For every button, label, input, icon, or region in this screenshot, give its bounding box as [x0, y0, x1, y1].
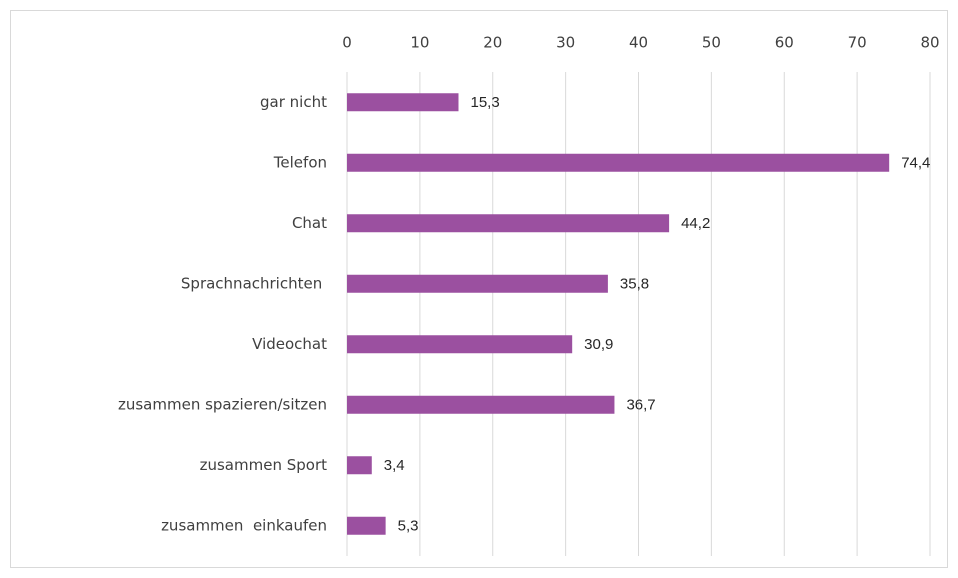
y-tick-label: Videochat	[252, 335, 327, 353]
data-label: 35,8	[620, 276, 649, 293]
data-label: 5,3	[398, 518, 419, 535]
x-tick-label: 60	[775, 34, 794, 52]
x-tick-label: 0	[342, 34, 352, 52]
x-tick-label: 40	[629, 34, 648, 52]
y-tick-label: zusammen spazieren/sitzen	[118, 395, 327, 413]
y-tick-label: gar nicht	[260, 93, 327, 111]
data-label: 30,9	[584, 336, 613, 353]
x-tick-label: 50	[702, 34, 721, 52]
data-label: 15,3	[470, 94, 499, 111]
data-label: 36,7	[626, 397, 655, 414]
bar	[347, 214, 670, 233]
x-tick-label: 80	[920, 34, 939, 52]
bar	[347, 274, 608, 293]
bar	[347, 456, 372, 475]
bar	[347, 395, 615, 414]
bar	[347, 93, 459, 112]
y-tick-label: Telefon	[273, 153, 327, 171]
y-tick-label: Chat	[292, 214, 327, 232]
y-tick-label: zusammen einkaufen	[161, 516, 327, 534]
bar	[347, 153, 890, 172]
y-tick-label: zusammen Sport	[200, 456, 328, 474]
data-label: 74,4	[901, 155, 930, 172]
x-tick-label: 30	[556, 34, 575, 52]
x-tick-label: 10	[410, 34, 429, 52]
bar	[347, 335, 573, 354]
x-tick-label: 70	[848, 34, 867, 52]
y-tick-label: Sprachnachrichten	[181, 274, 327, 292]
data-label: 44,2	[681, 215, 710, 232]
data-label: 3,4	[384, 457, 405, 474]
x-tick-label: 20	[483, 34, 502, 52]
bar	[347, 516, 386, 535]
